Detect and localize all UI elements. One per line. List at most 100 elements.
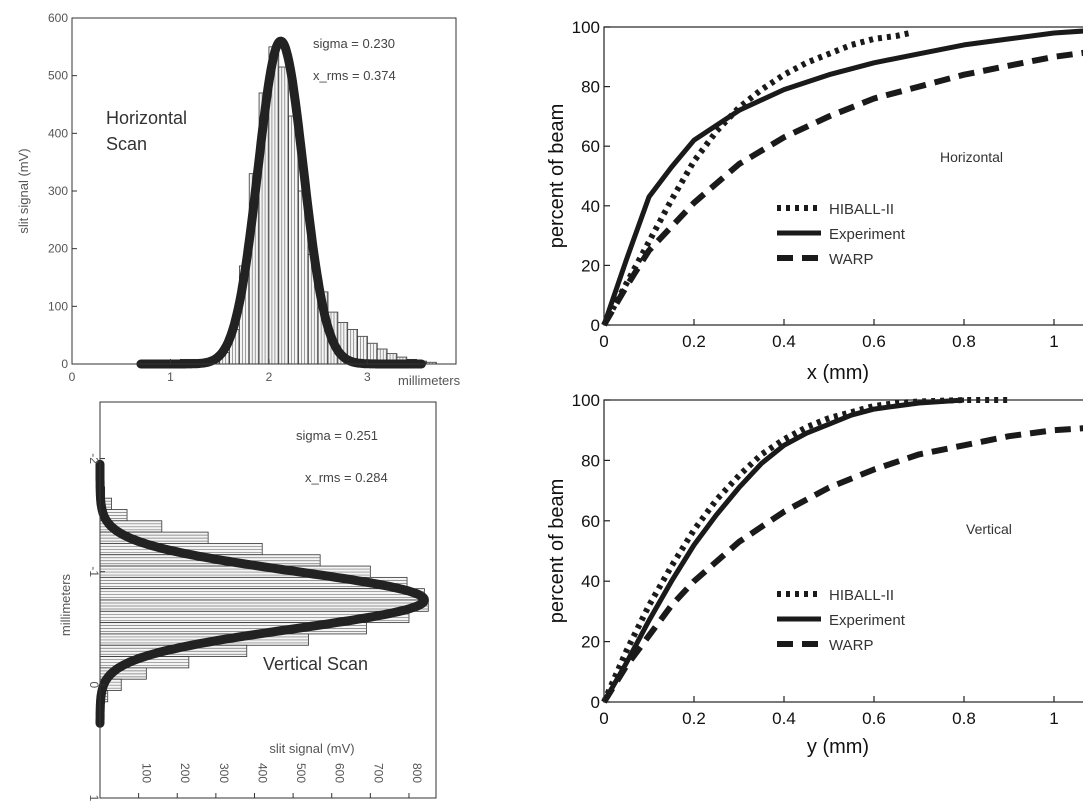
legend: HIBALL-II Experiment WARP <box>777 201 906 268</box>
y-tick-label: 600 <box>48 11 68 25</box>
x-tick-label: 0.2 <box>682 709 706 728</box>
panel-annotation: Vertical Scan <box>263 654 368 674</box>
x-tick-label: 0.8 <box>952 709 976 728</box>
y-tick-label: 300 <box>48 184 68 198</box>
histogram-bars <box>140 46 437 365</box>
legend-label: Experiment <box>829 226 906 243</box>
sigma-stat: sigma = 0.251 <box>296 428 378 443</box>
y-tick-label: 0 <box>591 316 600 335</box>
y-tick-label: -2 <box>87 453 101 464</box>
y-tick-label: 500 <box>48 69 68 83</box>
y-tick-label: 60 <box>581 512 600 531</box>
x-ticks: 0 0.2 0.4 0.6 0.8 1 <box>599 696 1059 728</box>
x-tick-label: 0.4 <box>772 709 796 728</box>
y-axis-title: slit signal (mV) <box>16 148 31 233</box>
x-tick-label: 0.6 <box>862 332 886 351</box>
x-tick-label: 300 <box>217 763 231 783</box>
y-tick-label: 400 <box>48 126 68 140</box>
x-tick-label: 1 <box>167 370 174 384</box>
series-line-experiment <box>601 28 1083 326</box>
x-tick-label: 0 <box>599 332 608 351</box>
series-lines <box>601 397 1083 704</box>
horizontal-cumulative-chart: 0 0.2 0.4 0.6 0.8 1 0 20 40 60 80 100 percent of b… <box>546 18 1083 384</box>
series-lines <box>601 28 1083 327</box>
y-tick-label: 80 <box>581 451 600 470</box>
legend-label: HIBALL-II <box>829 201 894 218</box>
panel-annotation: Horizontal Scan <box>106 108 187 154</box>
x-axis-title: y (mm) <box>807 736 869 758</box>
series-line-warp <box>601 425 1083 704</box>
x-tick-label: 0.8 <box>952 332 976 351</box>
x-tick-label: 200 <box>178 763 192 783</box>
y-tick-label: 60 <box>581 137 600 156</box>
plot-frame <box>603 399 1083 703</box>
y-ticks: -2 -1 0 1 <box>87 453 105 802</box>
x-tick-label: 100 <box>140 763 154 783</box>
xrms-stat: x_rms = 0.374 <box>313 68 396 83</box>
sigma-stat: sigma = 0.230 <box>313 36 395 51</box>
y-ticks: 0 20 40 60 80 100 <box>572 391 610 712</box>
vertical-scan-histogram: 100 200 300 400 500 600 700 800 -2 -1 0 1 millimet… <box>58 401 437 802</box>
histogram-bar <box>288 115 299 365</box>
y-tick-label: 0 <box>591 693 600 712</box>
histogram-bars <box>99 463 429 725</box>
x-tick-label: 400 <box>255 763 269 783</box>
legend-label: Experiment <box>829 612 906 629</box>
x-tick-label: 1 <box>1049 709 1058 728</box>
y-axis-title: percent of beam <box>546 479 568 624</box>
legend: HIBALL-II Experiment WARP <box>777 587 906 654</box>
vertical-cumulative-chart: 0 0.2 0.4 0.6 0.8 1 0 20 40 60 80 100 percent of b… <box>546 391 1083 758</box>
x-tick-label: 0 <box>69 370 76 384</box>
panel-label: Vertical <box>966 521 1012 537</box>
y-tick-label: -1 <box>87 566 101 577</box>
x-tick-label: 2 <box>266 370 273 384</box>
annotation-line-2: Scan <box>106 134 147 154</box>
x-axis-title: x (mm) <box>807 362 869 384</box>
y-tick-label: 0 <box>87 682 101 689</box>
x-unit-label: millimeters <box>398 373 461 388</box>
y-tick-label: 80 <box>581 78 600 97</box>
y-tick-label: 40 <box>581 197 600 216</box>
y-axis-title: percent of beam <box>546 104 568 249</box>
x-ticks: 100 200 300 400 500 600 700 800 <box>138 763 424 798</box>
x-tick-label: 1 <box>1049 332 1058 351</box>
series-line-experiment <box>601 397 965 704</box>
legend-label: WARP <box>829 637 873 654</box>
x-axis-title: slit signal (mV) <box>269 741 354 756</box>
series-line-warp <box>601 49 1083 327</box>
x-tick-label: 0.2 <box>682 332 706 351</box>
xrms-stat: x_rms = 0.284 <box>305 470 388 485</box>
y-tick-label: 0 <box>61 357 68 371</box>
series-line-hiball-ii <box>601 397 1009 704</box>
x-ticks: 0 1 2 3 <box>69 359 371 384</box>
y-axis-title: millimeters <box>58 573 73 636</box>
legend-label: HIBALL-II <box>829 587 894 604</box>
gaussian-fit-curve <box>95 459 429 728</box>
y-ticks: 0 20 40 60 80 100 <box>572 18 610 335</box>
horizontal-scan-histogram: 0 1 2 3 0 100 200 300 400 500 600 slit signal (mV… <box>16 11 461 388</box>
y-tick-label: 100 <box>572 391 600 410</box>
x-tick-label: 700 <box>371 763 385 783</box>
series-line-hiball-ii <box>601 30 911 327</box>
y-ticks: 0 100 200 300 400 500 600 <box>48 11 77 371</box>
x-tick-label: 3 <box>364 370 371 384</box>
plot-frame <box>99 401 437 799</box>
y-tick-label: 100 <box>572 18 600 37</box>
x-tick-label: 0.4 <box>772 332 796 351</box>
y-tick-label: 40 <box>581 572 600 591</box>
x-tick-label: 800 <box>410 763 424 783</box>
x-tick-label: 0.6 <box>862 709 886 728</box>
y-tick-label: 200 <box>48 242 68 256</box>
legend-label: WARP <box>829 251 873 268</box>
annotation-line-1: Horizontal <box>106 108 187 128</box>
y-tick-label: 100 <box>48 299 68 313</box>
x-tick-label: 0 <box>599 709 608 728</box>
y-tick-label: 20 <box>581 256 600 275</box>
y-tick-label: 20 <box>581 633 600 652</box>
panel-label: Horizontal <box>940 149 1003 165</box>
histogram-bar <box>278 66 290 365</box>
x-ticks: 0 0.2 0.4 0.6 0.8 1 <box>599 319 1059 351</box>
y-tick-label: 1 <box>87 795 101 802</box>
